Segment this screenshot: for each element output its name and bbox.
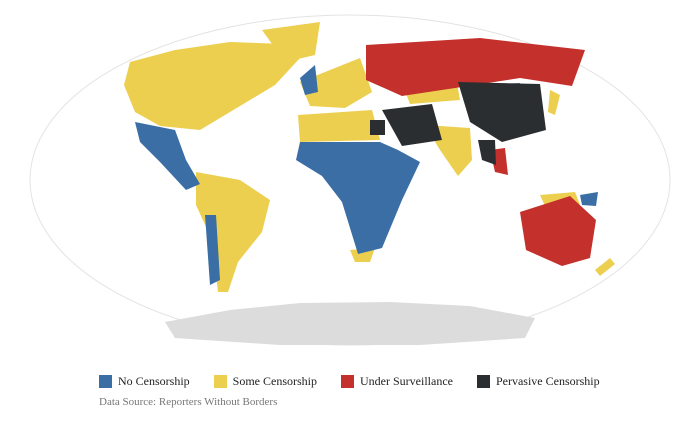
antarctica: [165, 302, 535, 345]
legend-label: Some Censorship: [232, 374, 318, 388]
legend-label: No Censorship: [118, 374, 190, 388]
legend-swatch: [213, 375, 227, 388]
legend-label: Under Surveillance: [360, 374, 453, 388]
legend-swatch: [341, 375, 355, 388]
legend: No Censorship Some Censorship Under Surv…: [99, 374, 624, 389]
legend-item-under-surveillance: Under Surveillance: [341, 374, 453, 389]
pervasive-censorship-regions: [370, 82, 546, 165]
data-source: Data Source: Reporters Without Borders: [99, 396, 278, 408]
world-map: [29, 14, 671, 346]
legend-swatch: [99, 375, 112, 388]
legend-item-some-censorship: Some Censorship: [213, 374, 318, 389]
legend-item-pervasive-censorship: Pervasive Censorship: [476, 374, 600, 389]
legend-item-no-censorship: No Censorship: [99, 374, 190, 389]
legend-label: Pervasive Censorship: [495, 374, 600, 388]
legend-swatch: [476, 375, 490, 388]
